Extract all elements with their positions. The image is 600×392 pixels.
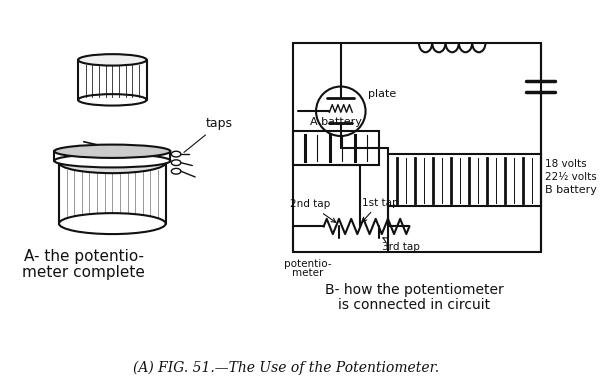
Text: plate: plate	[368, 89, 397, 99]
Bar	[388, 154, 541, 207]
Ellipse shape	[172, 160, 181, 165]
Bar	[293, 131, 379, 165]
Ellipse shape	[59, 213, 166, 234]
Text: 2nd tap: 2nd tap	[290, 200, 336, 222]
Ellipse shape	[78, 94, 146, 105]
Ellipse shape	[54, 154, 170, 167]
Text: 1st tap: 1st tap	[362, 198, 398, 221]
Text: meter complete: meter complete	[22, 265, 145, 279]
Ellipse shape	[172, 169, 181, 174]
Text: 18 volts: 18 volts	[545, 159, 586, 169]
Ellipse shape	[78, 54, 146, 65]
Text: meter: meter	[292, 269, 323, 278]
Text: B battery: B battery	[545, 185, 596, 195]
Text: A- the potentio-: A- the potentio-	[24, 249, 144, 265]
Text: is connected in circuit: is connected in circuit	[338, 298, 490, 312]
Text: A battery: A battery	[310, 118, 362, 127]
Text: 3rd tap: 3rd tap	[382, 238, 420, 252]
Text: taps: taps	[184, 118, 233, 152]
Text: potentio-: potentio-	[284, 259, 331, 269]
Text: 22½ volts: 22½ volts	[545, 172, 596, 182]
Ellipse shape	[59, 152, 166, 173]
Text: (A) FIG. 51.—The Use of the Potentiometer.: (A) FIG. 51.—The Use of the Potentiomete…	[133, 360, 439, 374]
Ellipse shape	[54, 145, 170, 158]
Ellipse shape	[172, 151, 181, 157]
Text: B- how the potentiometer: B- how the potentiometer	[325, 283, 503, 297]
